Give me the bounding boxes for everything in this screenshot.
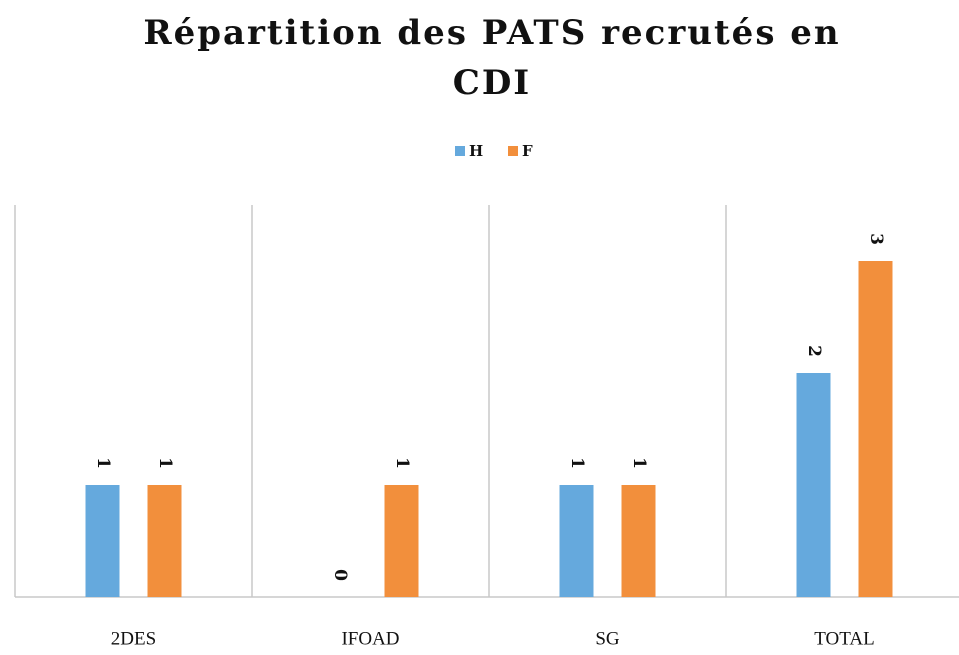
bar bbox=[621, 485, 656, 597]
x-tick-label: SG bbox=[595, 628, 620, 649]
bar bbox=[858, 261, 893, 597]
data-label: 3 bbox=[866, 233, 886, 245]
bar bbox=[85, 485, 120, 597]
legend-swatch bbox=[508, 146, 518, 156]
x-tick-label: 2DES bbox=[111, 628, 156, 649]
x-tick-label: TOTAL bbox=[814, 628, 874, 649]
data-label: 1 bbox=[392, 457, 412, 469]
legend-label: F bbox=[522, 142, 533, 160]
data-label: 1 bbox=[155, 457, 175, 469]
x-tick-label: IFOAD bbox=[341, 628, 399, 649]
data-label: 1 bbox=[93, 457, 113, 469]
data-label: 2 bbox=[804, 345, 824, 357]
bar bbox=[559, 485, 594, 597]
chart-title: Répartition des PATS recrutés en bbox=[143, 13, 840, 53]
bar bbox=[384, 485, 419, 597]
data-label: 1 bbox=[567, 457, 587, 469]
bar bbox=[796, 373, 831, 597]
bar bbox=[147, 485, 182, 597]
legend-label: H bbox=[469, 142, 483, 160]
legend-swatch bbox=[455, 146, 465, 156]
data-label: 0 bbox=[330, 569, 350, 581]
chart-title: CDI bbox=[453, 63, 531, 103]
data-label: 1 bbox=[629, 457, 649, 469]
